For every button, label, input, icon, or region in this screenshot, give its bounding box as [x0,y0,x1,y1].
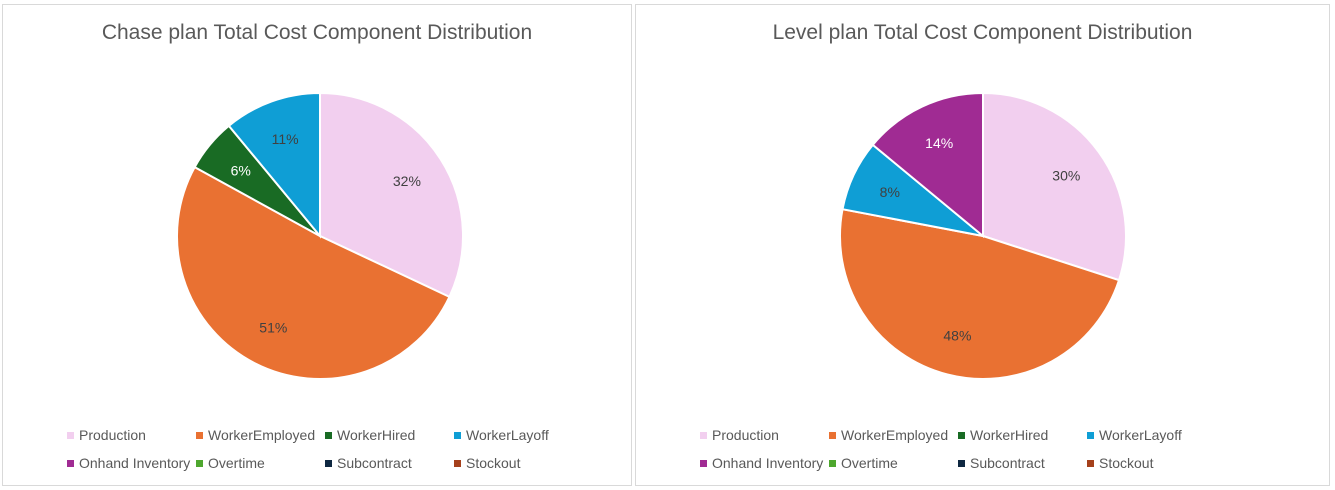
legend-item-onhand-inventory: Onhand Inventory [700,455,829,471]
legend-swatch-stockout [1087,459,1094,467]
legend-item-workerlayoff: WorkerLayoff [1087,427,1216,443]
level-plan-chart-title: Level plan Total Cost Component Distribu… [772,21,1193,44]
pie-slice-production [982,91,1127,282]
data-label-workerlayoff: 8% [880,184,900,200]
legend-swatch-onhand-inventory [67,459,74,467]
legend-label-onhand-inventory: Onhand Inventory [712,455,824,471]
pie-slice-onhand-inventory [871,91,984,239]
legend-item-onhand-inventory: Onhand Inventory [67,455,196,471]
legend-swatch-workerhired [958,431,965,439]
legend-label-stockout: Stockout [1099,455,1154,471]
legend-swatch-workeremployed [829,431,836,439]
chase-plan-pie: 32% 51% 6% 11% [176,91,464,380]
legend-item-overtime: Overtime [829,455,958,471]
data-label-workeremployed: 51% [259,320,287,336]
legend-swatch-workerlayoff [454,431,461,439]
legend-item-production: Production [67,427,196,443]
level-plan-chart: Level plan Total Cost Component Distribu… [635,4,1330,486]
legend-swatch-workeremployed [196,431,203,439]
legend-label-production: Production [79,427,146,443]
legend-item-workerlayoff: WorkerLayoff [454,427,583,443]
legend-swatch-workerhired [325,431,332,439]
chase-plan-chart: Chase plan Total Cost Component Distribu… [2,4,632,486]
legend-label-stockout: Stockout [466,455,521,471]
data-label-workerlayoff: 11% [272,131,299,147]
data-label-production: 30% [1052,168,1080,184]
data-label-onhand-inventory: 14% [925,135,953,151]
legend-item-stockout: Stockout [1087,455,1216,471]
data-label-workeremployed: 48% [943,328,971,344]
legend-swatch-onhand-inventory [700,459,707,467]
legend-swatch-subcontract [325,459,332,467]
legend-item-overtime: Overtime [196,455,325,471]
legend-swatch-production [700,431,707,439]
legend-label-onhand-inventory: Onhand Inventory [79,455,191,471]
legend-label-workerhired: WorkerHired [970,427,1049,443]
legend-item-workerhired: WorkerHired [958,427,1087,443]
chase-plan-chart-title: Chase plan Total Cost Component Distribu… [101,21,533,44]
legend-item-production: Production [700,427,829,443]
level-plan-legend: Production WorkerEmployed WorkerHired Worke… [700,427,1216,471]
pie-slice-production [319,91,464,299]
legend-label-workerhired: WorkerHired [337,427,416,443]
legend-label-production: Production [712,427,779,443]
legend-swatch-overtime [196,459,203,467]
legend-item-stockout: Stockout [454,455,583,471]
legend-label-subcontract: Subcontract [970,455,1045,471]
legend-item-workeremployed: WorkerEmployed [829,427,958,443]
legend-label-overtime: Overtime [208,455,265,471]
legend-item-workerhired: WorkerHired [325,427,454,443]
legend-label-workeremployed: WorkerEmployed [208,427,316,443]
legend-item-subcontract: Subcontract [325,455,454,471]
legend-swatch-subcontract [958,459,965,467]
data-label-production: 32% [393,173,421,189]
pie-slice-workeremployed [176,165,451,380]
legend-label-workerlayoff: WorkerLayoff [466,427,549,443]
legend-swatch-production [67,431,74,439]
legend-label-workerlayoff: WorkerLayoff [1099,427,1182,443]
data-label-workerhired: 6% [231,162,251,178]
legend-label-workeremployed: WorkerEmployed [841,427,949,443]
legend-item-subcontract: Subcontract [958,455,1087,471]
legend-item-workeremployed: WorkerEmployed [196,427,325,443]
legend-label-overtime: Overtime [841,455,898,471]
pie-slice-workerlayoff [227,91,321,239]
legend-swatch-workerlayoff [1087,431,1094,439]
pie-slice-workeremployed [839,208,1121,380]
level-plan-pie: 30% 48% 8% 14% [839,91,1127,380]
legend-label-subcontract: Subcontract [337,455,412,471]
legend-swatch-stockout [454,459,461,467]
chase-plan-legend: Production WorkerEmployed WorkerHired Worke… [67,427,583,471]
legend-swatch-overtime [829,459,836,467]
